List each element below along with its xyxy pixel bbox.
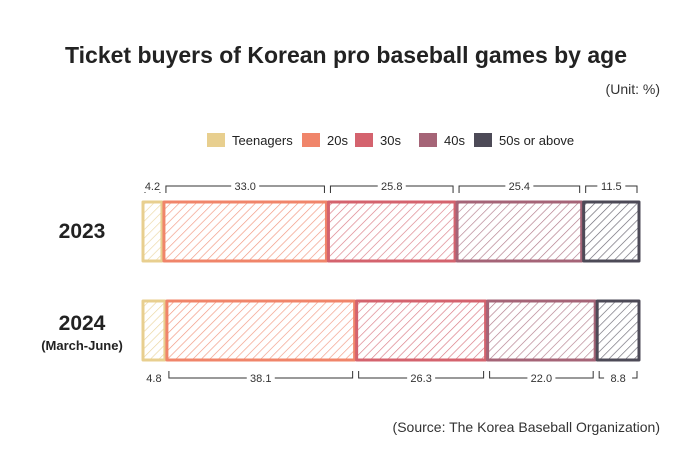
- bar-segment-2023-teenagers: [141, 200, 164, 263]
- bar-row-2023: 2023 4.2 33.0 25.8 25.4 11.5: [59, 179, 641, 263]
- legend-label-40s: 40s: [444, 133, 465, 148]
- value-label-2023-50s-or-above: 11.5: [601, 181, 622, 193]
- value-label-bg: [139, 371, 168, 384]
- category-label-2024: 2024: [59, 312, 106, 335]
- value-label-bg: [597, 179, 626, 192]
- legend-label-teenagers: Teenagers: [232, 133, 293, 148]
- unit-label: (Unit: %): [606, 81, 660, 97]
- value-label-2024-teenagers: 4.8: [146, 373, 161, 385]
- legend-label-30s: 30s: [380, 133, 401, 148]
- value-label-2024-30s: 26.3: [410, 373, 431, 385]
- value-label-bg: [246, 371, 275, 384]
- legend-swatch-teenagers: [207, 133, 225, 147]
- bar-segment-2023-30s: [326, 200, 457, 263]
- value-label-2024-20s: 38.1: [250, 373, 271, 385]
- value-label-bg: [604, 371, 633, 384]
- value-label-bg: [407, 371, 436, 384]
- bar-segment-2024-40s: [486, 299, 597, 362]
- value-label-bg: [527, 371, 556, 384]
- value-label-2023-teenagers: 4.2: [145, 181, 160, 193]
- bar-segment-2024-20s: [165, 299, 357, 362]
- legend-swatch-20s: [302, 133, 320, 147]
- value-label-bg: [231, 179, 260, 192]
- chart-title: Ticket buyers of Korean pro baseball gam…: [65, 42, 627, 68]
- category-sublabel-2024: (March-June): [41, 338, 123, 353]
- legend-label-50s-or-above: 50s or above: [499, 133, 574, 148]
- bar-segment-2023-50s-or-above: [582, 200, 641, 263]
- legend-swatch-40s: [419, 133, 437, 147]
- legend-label-20s: 20s: [327, 133, 348, 148]
- value-label-bg: [138, 179, 167, 192]
- value-label-2023-20s: 33.0: [234, 181, 255, 193]
- bar-segment-2024-30s: [355, 299, 488, 362]
- source-label: (Source: The Korea Baseball Organization…: [393, 419, 660, 435]
- bar-row-2024: 2024 (March-June) 4.8 38.1 26.3 22.0 8.8: [41, 299, 641, 385]
- value-label-2024-40s: 22.0: [531, 373, 552, 385]
- bar-segment-2024-teenagers: [141, 299, 167, 362]
- value-label-2023-30s: 25.8: [381, 181, 402, 193]
- category-label-2023: 2023: [59, 220, 106, 243]
- value-label-2023-40s: 25.4: [509, 181, 530, 193]
- legend-swatch-50s-or-above: [474, 133, 492, 147]
- value-label-bg: [505, 179, 534, 192]
- bar-segment-2023-20s: [162, 200, 328, 263]
- value-label-bg: [377, 179, 406, 192]
- bar-segment-2024-50s-or-above: [595, 299, 641, 362]
- value-label-2024-50s-or-above: 8.8: [610, 373, 625, 385]
- legend-swatch-30s: [355, 133, 373, 147]
- bar-segment-2023-40s: [455, 200, 584, 263]
- bars-area: 2023 4.2 33.0 25.8 25.4 11.5 2024 (March-June) 4…: [41, 179, 641, 385]
- legend: Teenagers 20s 30s 40s 50s or above: [207, 133, 574, 148]
